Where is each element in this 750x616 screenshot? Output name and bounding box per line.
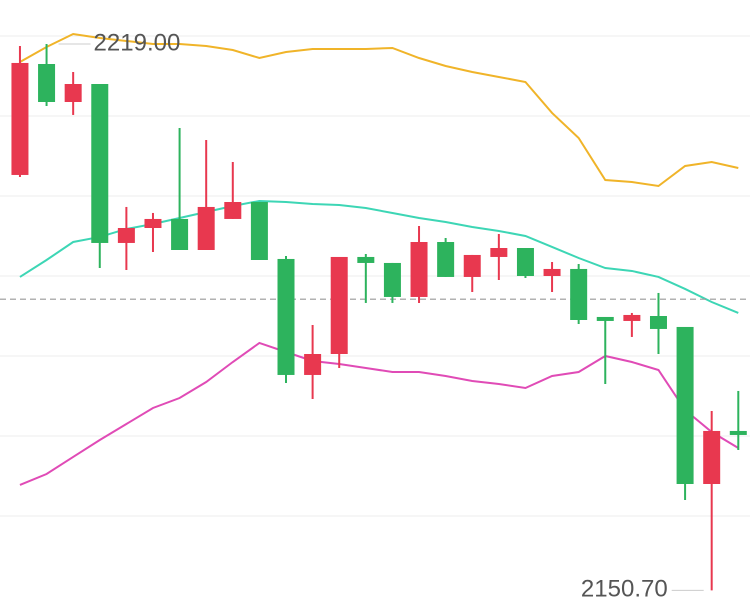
low-label: 2150.70 — [581, 576, 668, 603]
candle-body — [117, 228, 135, 243]
candle-body — [649, 316, 667, 329]
candle-body — [197, 206, 215, 250]
candle-body — [64, 84, 82, 102]
candle-body — [490, 248, 508, 257]
candle-body — [171, 218, 189, 250]
candle-body — [11, 62, 29, 175]
candle-body — [463, 254, 481, 277]
candle-body — [596, 316, 614, 321]
band-line — [19, 199, 739, 314]
candle-body — [304, 354, 322, 375]
candle-body — [437, 242, 455, 277]
candle-body — [729, 430, 747, 435]
candle-body — [144, 218, 162, 228]
band-line — [19, 341, 739, 486]
candle-body — [570, 268, 588, 320]
candle-body — [516, 248, 534, 276]
candle-body — [703, 430, 721, 484]
candle-body — [330, 256, 348, 354]
candle-body — [623, 314, 641, 321]
candle-body — [277, 258, 295, 375]
candle-body — [91, 84, 109, 243]
candle-body — [357, 256, 375, 263]
candle-body — [410, 242, 428, 297]
candle-body — [383, 262, 401, 297]
candle-body — [250, 202, 268, 260]
high-label: 2219.00 — [94, 29, 181, 56]
candle-body — [543, 268, 561, 276]
band-line — [19, 32, 739, 188]
candle-body — [676, 326, 694, 484]
candle-body — [38, 64, 56, 102]
candle-body — [224, 202, 242, 219]
